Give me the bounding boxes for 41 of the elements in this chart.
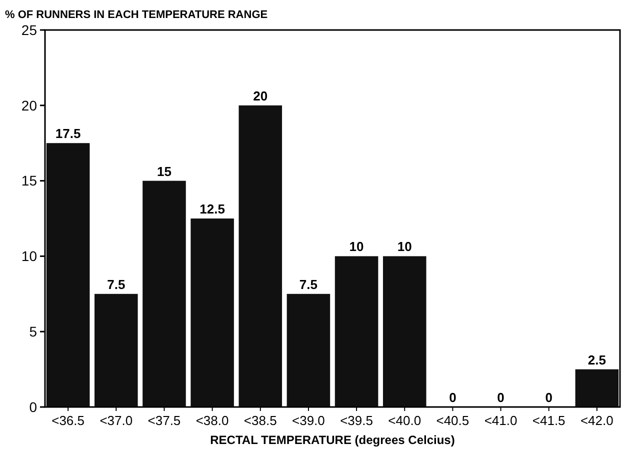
bar (190, 218, 234, 407)
bar (286, 294, 330, 407)
x-tick-label: <38.5 (244, 413, 277, 428)
data-label: 0 (497, 390, 504, 405)
y-tick-label: 25 (21, 22, 38, 38)
x-tick-label: <36.5 (52, 413, 85, 428)
data-label: 0 (449, 390, 456, 405)
x-tick-label: <37.0 (100, 413, 133, 428)
y-tick-label: 10 (21, 248, 38, 264)
bar (382, 256, 426, 407)
x-tick-label: <40.0 (388, 413, 422, 428)
x-tick-label: <40.5 (436, 413, 470, 428)
bar (142, 180, 186, 407)
data-label: 15 (156, 164, 172, 179)
bar (238, 105, 282, 407)
bar (94, 294, 138, 407)
data-label: 20 (253, 88, 268, 104)
data-label: 7.5 (299, 276, 318, 292)
x-tick-label: <41.0 (484, 413, 518, 428)
x-tick-label: <39.0 (292, 413, 325, 428)
data-label: 7.5 (107, 276, 126, 292)
x-tick-label: <37.5 (148, 413, 181, 428)
y-tick-label: 20 (21, 97, 38, 114)
data-label: 17.5 (55, 126, 81, 142)
y-tick-label: 5 (29, 324, 38, 340)
data-label: 10 (349, 239, 364, 254)
data-label: 2.5 (588, 352, 606, 368)
x-axis-title: RECTAL TEMPERATURE (degrees Celcius) (210, 433, 455, 447)
x-tick-label: <41.5 (532, 413, 566, 428)
x-tick-label: <42.0 (580, 413, 614, 428)
y-tick-label: 15 (21, 172, 38, 189)
bar (575, 369, 619, 407)
y-tick-label: 0 (29, 398, 38, 415)
data-label: 10 (397, 239, 412, 254)
chart-title: % OF RUNNERS IN EACH TEMPERATURE RANGE (5, 9, 268, 21)
bar (46, 143, 90, 407)
x-tick-label: <38.0 (196, 413, 229, 428)
data-label: 12.5 (200, 202, 225, 216)
x-tick-label: <39.5 (340, 413, 373, 428)
bar (334, 256, 378, 407)
data-label: 0 (545, 390, 552, 405)
